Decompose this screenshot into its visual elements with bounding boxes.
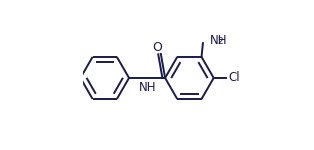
Text: NH: NH (210, 34, 227, 47)
Text: NH: NH (139, 81, 157, 94)
Text: Cl: Cl (228, 71, 240, 84)
Text: O: O (152, 41, 162, 54)
Text: 2: 2 (218, 37, 223, 46)
